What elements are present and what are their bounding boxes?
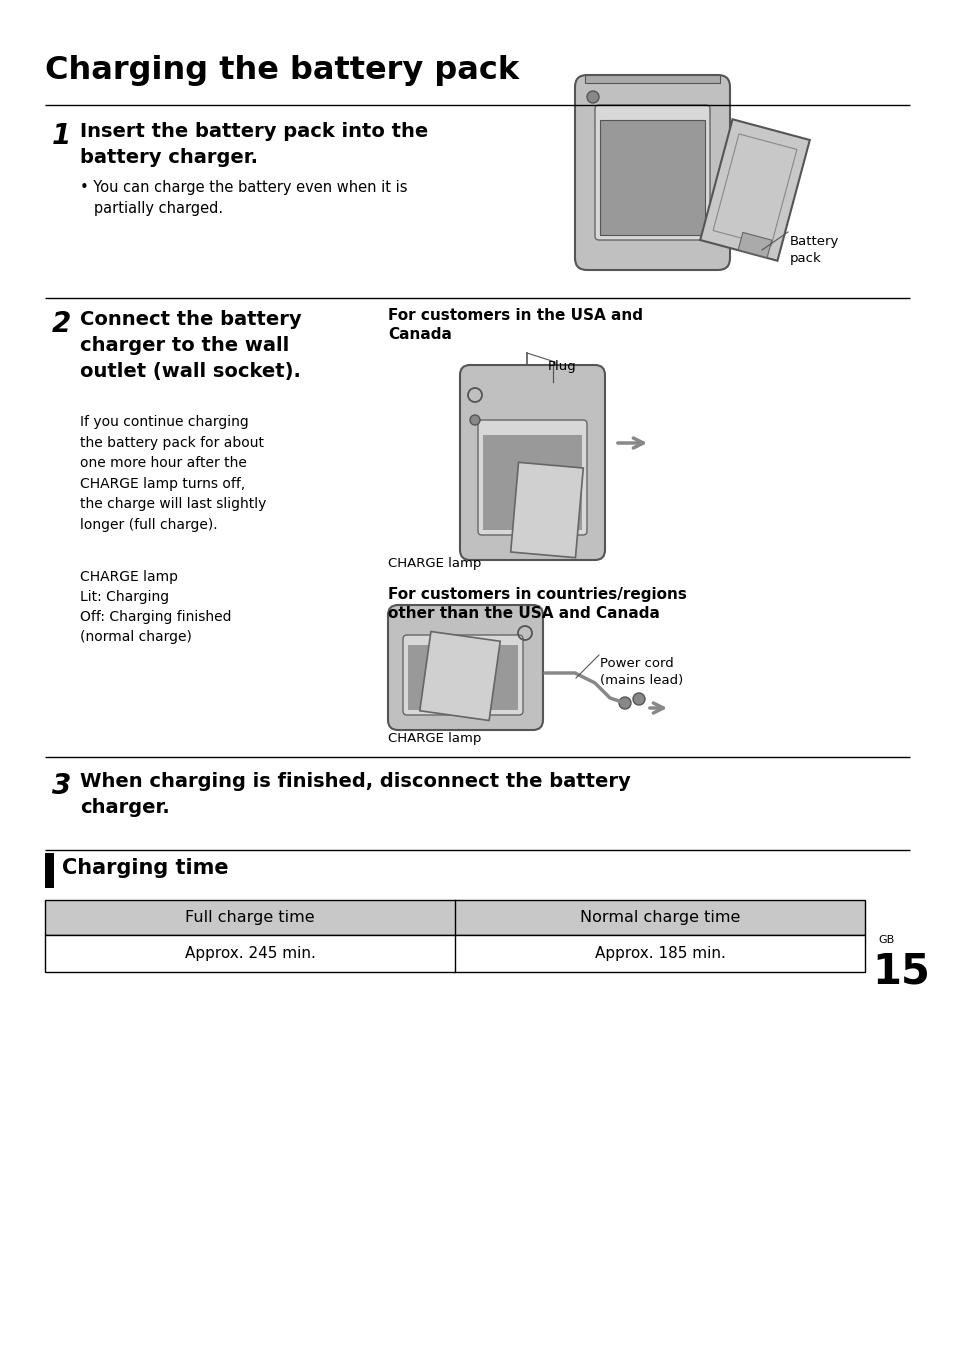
FancyBboxPatch shape xyxy=(575,76,729,270)
Text: Approx. 245 min.: Approx. 245 min. xyxy=(184,946,315,961)
Text: • You can charge the battery even when it is
   partially charged.: • You can charge the battery even when i… xyxy=(80,180,407,216)
Bar xyxy=(482,435,581,531)
Circle shape xyxy=(618,697,630,709)
Circle shape xyxy=(586,90,598,103)
Text: 3: 3 xyxy=(52,772,71,801)
Polygon shape xyxy=(738,232,771,258)
Text: Battery
pack: Battery pack xyxy=(789,235,839,265)
Polygon shape xyxy=(419,632,499,721)
Bar xyxy=(408,645,517,710)
Text: Power cord
(mains lead): Power cord (mains lead) xyxy=(599,657,682,687)
FancyBboxPatch shape xyxy=(388,605,542,730)
Text: Normal charge time: Normal charge time xyxy=(579,910,740,925)
Text: CHARGE lamp
Lit: Charging
Off: Charging finished
(normal charge): CHARGE lamp Lit: Charging Off: Charging … xyxy=(80,570,232,644)
Circle shape xyxy=(633,693,644,705)
Text: Connect the battery
charger to the wall
outlet (wall socket).: Connect the battery charger to the wall … xyxy=(80,310,301,381)
FancyBboxPatch shape xyxy=(595,105,709,240)
Text: CHARGE lamp: CHARGE lamp xyxy=(388,732,481,745)
FancyBboxPatch shape xyxy=(477,420,586,535)
Polygon shape xyxy=(510,462,582,558)
Bar xyxy=(45,900,864,936)
Text: Insert the battery pack into the
battery charger.: Insert the battery pack into the battery… xyxy=(80,122,428,167)
FancyBboxPatch shape xyxy=(459,364,604,560)
Text: Plug: Plug xyxy=(547,360,577,373)
FancyBboxPatch shape xyxy=(402,634,522,716)
Polygon shape xyxy=(700,119,809,261)
Text: Approx. 185 min.: Approx. 185 min. xyxy=(594,946,724,961)
Bar xyxy=(45,936,864,972)
Text: 1: 1 xyxy=(52,122,71,150)
Text: If you continue charging
the battery pack for about
one more hour after the
CHAR: If you continue charging the battery pac… xyxy=(80,414,266,532)
Text: Charging the battery pack: Charging the battery pack xyxy=(45,55,518,86)
Text: For customers in countries/regions
other than the USA and Canada: For customers in countries/regions other… xyxy=(388,587,686,621)
Text: When charging is finished, disconnect the battery
charger.: When charging is finished, disconnect th… xyxy=(80,772,630,817)
Bar xyxy=(599,120,704,235)
Text: CHARGE lamp: CHARGE lamp xyxy=(388,558,481,570)
Text: 15: 15 xyxy=(871,950,929,992)
Text: 2: 2 xyxy=(52,310,71,338)
Text: Charging time: Charging time xyxy=(62,859,229,878)
Bar xyxy=(45,853,54,888)
Circle shape xyxy=(470,414,479,425)
Text: GB: GB xyxy=(877,936,893,945)
Text: Full charge time: Full charge time xyxy=(185,910,314,925)
Bar xyxy=(584,76,720,82)
Text: For customers in the USA and
Canada: For customers in the USA and Canada xyxy=(388,308,642,342)
